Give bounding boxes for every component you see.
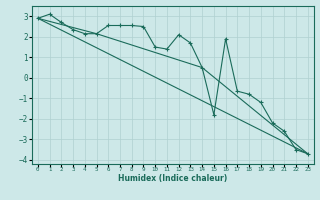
X-axis label: Humidex (Indice chaleur): Humidex (Indice chaleur) (118, 174, 228, 183)
